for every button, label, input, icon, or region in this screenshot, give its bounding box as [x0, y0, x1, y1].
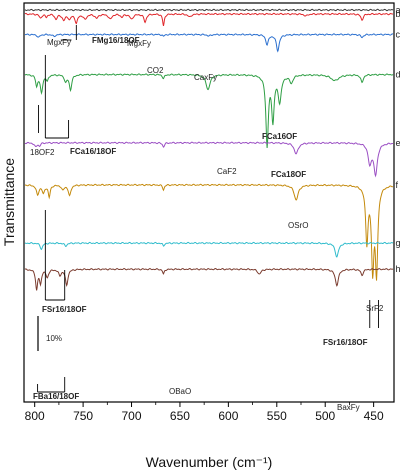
- trace-label-f: f: [396, 180, 399, 190]
- trace-a: [24, 8, 394, 12]
- annotation-fca-d-right: FCa18OF: [271, 170, 306, 179]
- annotation-caxfy: CaxFy: [194, 73, 217, 82]
- trace-e: [24, 141, 394, 178]
- plot-area-frame: [23, 2, 395, 403]
- trace-g: [24, 241, 394, 258]
- x-tick-label-500: 500: [315, 409, 335, 423]
- trace-b: [24, 12, 394, 26]
- annotation-fca-c: FCa16OF: [262, 132, 297, 141]
- annotation-mgxfy-right: MgxFy: [127, 39, 151, 48]
- x-axis-title: Wavenumber (cm⁻¹): [146, 454, 273, 470]
- x-tick-label-600: 600: [218, 409, 238, 423]
- scale-bar-label: 10%: [46, 334, 62, 343]
- x-tick-label-650: 650: [170, 409, 190, 423]
- x-tick-label-800: 800: [25, 409, 45, 423]
- annotation-srf2: SrF2: [366, 304, 384, 313]
- trace-label-e: e: [396, 138, 400, 148]
- annotation-fca-d-left: FCa16/18OF: [70, 147, 116, 156]
- annotation-baxfy: BaxFy: [337, 403, 360, 412]
- x-tick-label-700: 700: [122, 409, 142, 423]
- trace-label-d: d: [396, 70, 400, 80]
- annotation-mgxfy-left: MgxFy: [47, 38, 71, 47]
- assignment-brackets: [37, 25, 379, 393]
- scale-bar: 10%: [37, 316, 62, 351]
- trace-d: [24, 73, 394, 148]
- x-axis-ticks: [34, 402, 375, 407]
- trace-h: [24, 268, 394, 291]
- annotation-fsr-left: FSr16/18OF: [42, 305, 87, 314]
- annotation-fba: FBa16/18OF: [33, 392, 79, 401]
- trace-f: [24, 183, 394, 281]
- annotation-co2: CO2: [147, 66, 164, 75]
- trace-label-a: a: [396, 5, 400, 15]
- trace-c: [24, 33, 394, 53]
- annotation-fmg: FMg16/18OF: [92, 36, 140, 45]
- x-tick-label-750: 750: [73, 409, 93, 423]
- annotation-obao: OBaO: [169, 387, 191, 396]
- annotation-osro: OSrO: [288, 221, 308, 230]
- trace-label-g: g: [396, 238, 400, 248]
- spectra-traces: [24, 8, 394, 291]
- trace-label-h: h: [396, 264, 400, 274]
- annotation-caf2: CaF2: [217, 167, 237, 176]
- x-tick-label-450: 450: [364, 409, 384, 423]
- x-axis-tick-labels: 800 750 700 650 600 550 500 450: [25, 409, 384, 423]
- annotation-18of2: 18OF2: [30, 148, 55, 157]
- trace-letter-labels: ab c d e f g h: [396, 5, 400, 274]
- y-axis-title: Transmittance: [1, 158, 17, 246]
- annotation-fsr-right: FSr16/18OF: [323, 338, 368, 347]
- trace-label-b: b: [396, 9, 400, 19]
- band-annotations: MgxFy FMg16/18OF MgxFy CO2 CaxFy FCa16OF…: [30, 36, 384, 412]
- trace-label-c: c: [396, 30, 400, 40]
- x-tick-label-550: 550: [267, 409, 287, 423]
